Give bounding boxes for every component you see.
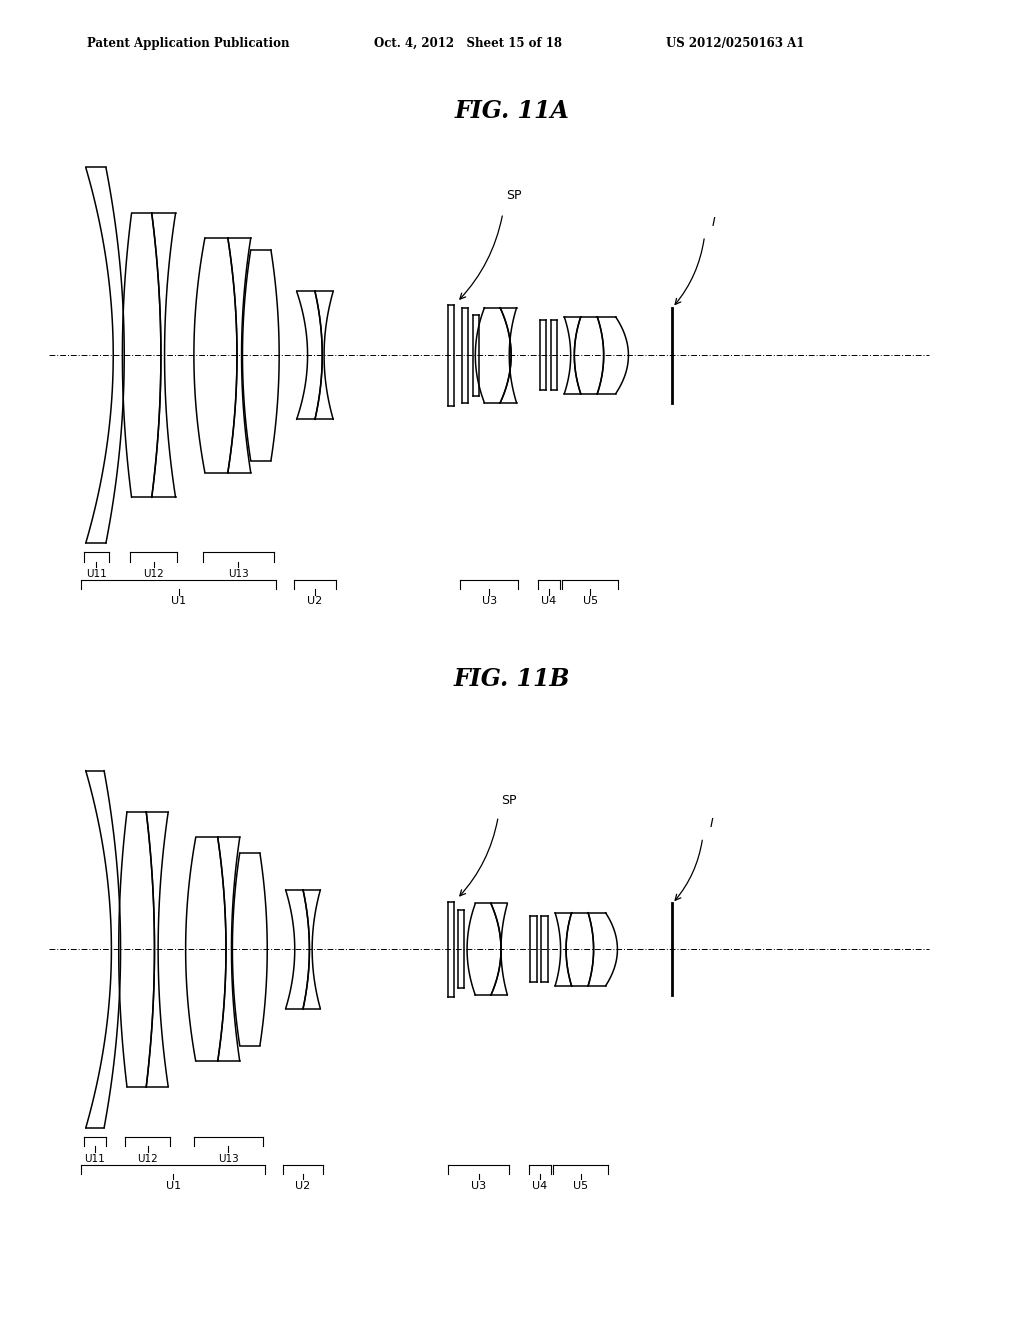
Text: U11: U11: [85, 1154, 105, 1164]
Text: U2: U2: [307, 597, 323, 606]
Text: U12: U12: [137, 1154, 158, 1164]
Text: U4: U4: [531, 1181, 547, 1191]
Text: FIG. 11A: FIG. 11A: [455, 99, 569, 123]
Text: SP: SP: [502, 795, 517, 808]
Text: U4: U4: [541, 597, 556, 606]
Text: U11: U11: [86, 569, 106, 579]
Text: Patent Application Publication: Patent Application Publication: [87, 37, 290, 50]
Text: U5: U5: [573, 1181, 589, 1191]
Text: U1: U1: [166, 1181, 181, 1191]
Text: SP: SP: [506, 189, 521, 202]
Text: US 2012/0250163 A1: US 2012/0250163 A1: [666, 37, 804, 50]
Text: Oct. 4, 2012   Sheet 15 of 18: Oct. 4, 2012 Sheet 15 of 18: [374, 37, 562, 50]
Text: U13: U13: [218, 1154, 239, 1164]
Text: I: I: [712, 215, 716, 228]
Text: FIG. 11B: FIG. 11B: [454, 667, 570, 690]
Text: U5: U5: [583, 597, 598, 606]
Text: U12: U12: [143, 569, 164, 579]
Text: U2: U2: [295, 1181, 310, 1191]
Text: U1: U1: [171, 597, 186, 606]
Text: I: I: [710, 817, 714, 830]
Text: U3: U3: [471, 1181, 486, 1191]
Text: U13: U13: [228, 569, 249, 579]
Text: U3: U3: [481, 597, 497, 606]
